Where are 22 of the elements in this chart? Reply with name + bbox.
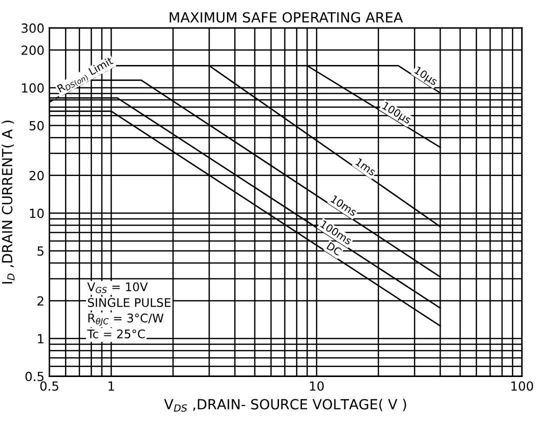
text: R$_{DS(on)}$ Limit [56, 56, 115, 95]
chart-title: MAXIMUM SAFE OPERATING AREA [170, 12, 403, 23]
y-tick-label: 0.5 [25, 372, 44, 382]
text: 1ms [355, 158, 376, 176]
y-tick-label: 200 [22, 46, 44, 55]
annotation: R$_{θJC}$ = 3°C/W [88, 314, 164, 326]
y-tick-label: 2 [38, 296, 44, 306]
x-tick-label: 100 [511, 381, 534, 391]
x-axis-title: V$_{DS}$ ,DRAIN- SOURCE VOLTAGE( V ) [164, 398, 406, 412]
annotation: V$_{GS}$ = 10V [87, 282, 148, 294]
y-tick-label: 50 [30, 120, 44, 130]
y-tick-label: 10 [30, 208, 44, 218]
y-tick-label: 100 [22, 83, 44, 93]
y-tick-label: 1 [38, 334, 44, 344]
y-tick-label: 5 [38, 246, 44, 256]
x-tick-label: 1 [108, 381, 114, 391]
y-axis-title: I$_{D}$ ,DRAIN CURRENT( A ) [2, 120, 14, 284]
x-tick-label: 10 [310, 381, 324, 391]
y-tick-label: 300 [22, 23, 44, 33]
y-tick-label: 20 [30, 170, 44, 180]
annotation: Tc = 25°C [87, 329, 145, 338]
annotation: SINGLE PULSE [88, 298, 170, 308]
